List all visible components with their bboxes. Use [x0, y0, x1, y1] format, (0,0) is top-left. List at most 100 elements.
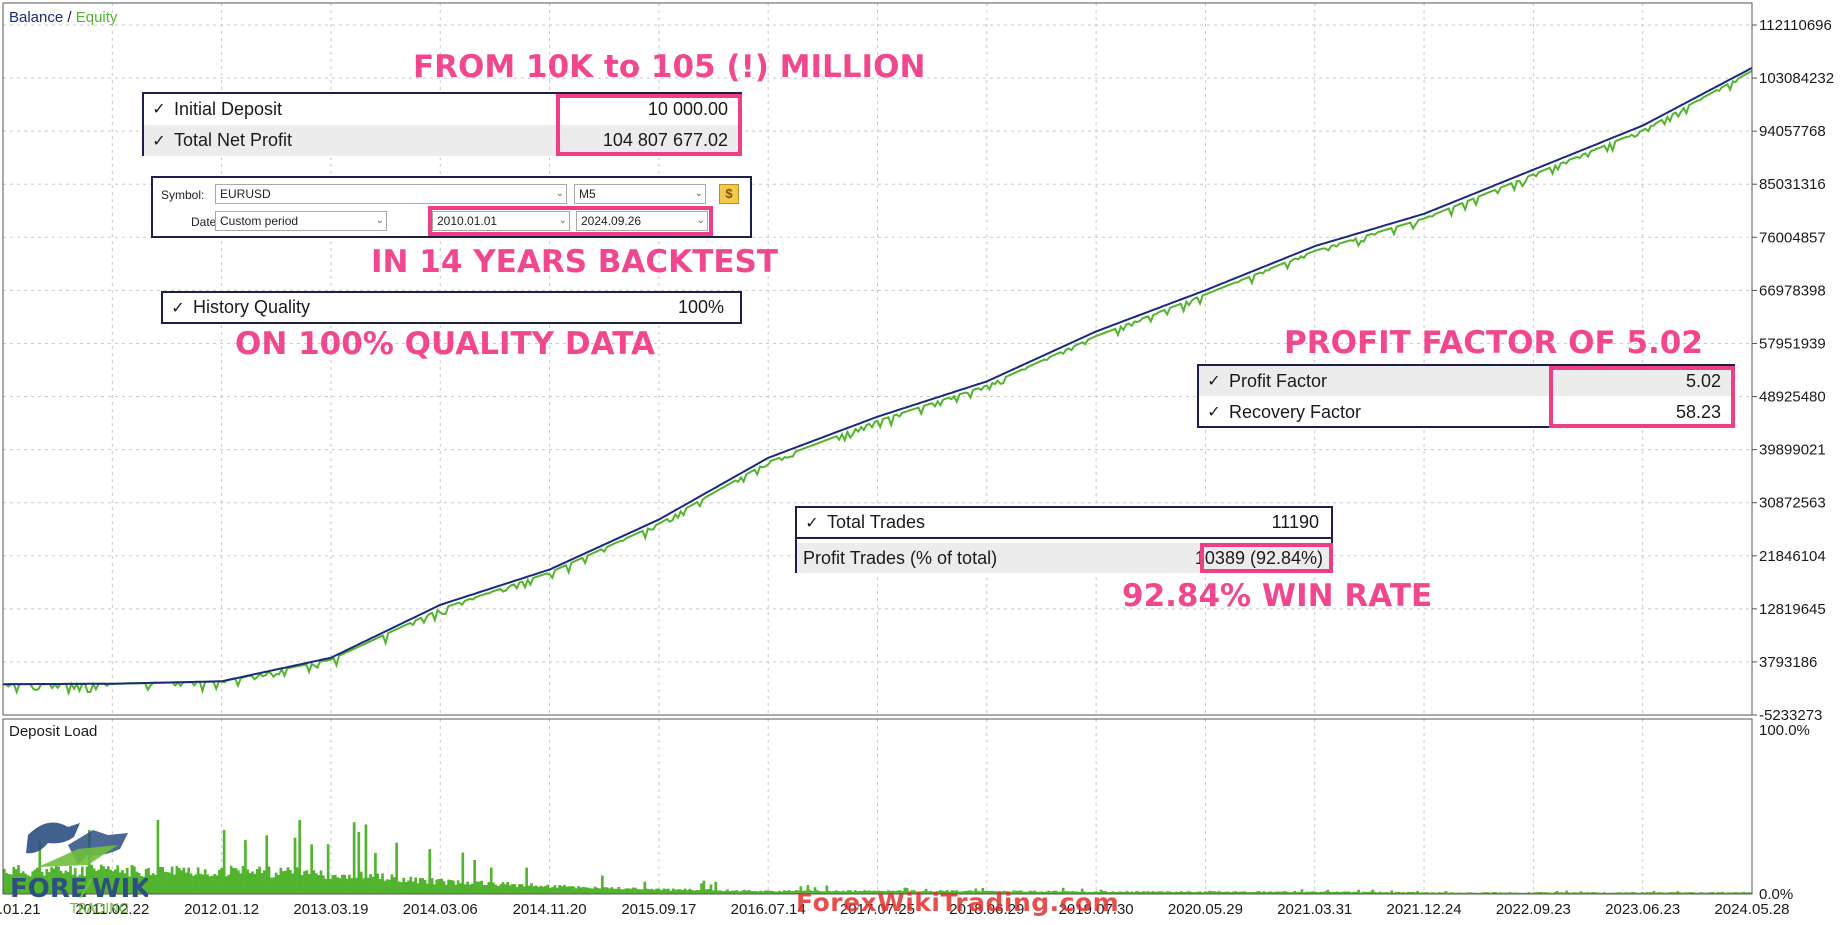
legend-balance: Balance — [9, 9, 64, 26]
deposit-load-bar — [416, 883, 420, 894]
deposit-load-bar — [151, 873, 155, 894]
deposit-load-bar — [267, 866, 271, 894]
deposit-load-bar — [1385, 892, 1389, 894]
deposit-load-bar — [307, 874, 311, 894]
deposit-load-bar — [785, 891, 788, 894]
deposit-load-bar — [1255, 891, 1259, 894]
deposit-load-bar — [688, 888, 692, 894]
deposit-load-bar — [1177, 892, 1181, 894]
deposit-load-bar — [1669, 892, 1672, 894]
net-profit-value: 104 807 677.02 — [602, 130, 728, 150]
deposit-load-bar — [291, 873, 294, 894]
deposit-load-bar — [147, 867, 150, 894]
deposit-load-bar — [1432, 892, 1436, 894]
deposit-load-bar — [201, 874, 205, 894]
settings-panel: Symbol: EURUSD ⌄ M5 ⌄ $ Date: Custom per… — [151, 176, 752, 238]
profit-factor-value: 5.02 — [1685, 370, 1721, 391]
deposit-load-bar — [409, 876, 413, 894]
deposit-load-bar — [702, 880, 706, 894]
deposit-load-bar — [114, 869, 117, 894]
deposit-load-bar — [1416, 890, 1420, 894]
history-quality-value: 100% — [677, 297, 724, 317]
deposit-load-bar — [1468, 892, 1472, 894]
deposit-load-bar — [279, 867, 283, 894]
deposit-load-bar — [1600, 892, 1604, 894]
deposit-load-bar — [435, 879, 439, 894]
deposit-load-bar — [170, 866, 174, 894]
deposit-load-bar — [1690, 892, 1694, 894]
deposit-load-bar — [1406, 891, 1410, 894]
date-label: Date: — [191, 215, 220, 229]
deposit-load-bar — [258, 866, 261, 894]
deposit-load-bar — [300, 875, 304, 894]
deposit-load-bar — [253, 873, 257, 894]
from-date-field[interactable]: 2010.01.01 ⌄ — [432, 211, 570, 231]
deposit-load-bar — [612, 888, 616, 894]
deposit-load-bar — [1350, 892, 1353, 894]
deposit-load-bar — [260, 873, 264, 894]
deposit-load-bar — [570, 886, 573, 894]
deposit-load-bar — [671, 888, 675, 894]
deposit-load-bar — [839, 891, 843, 894]
deposit-load-bar — [1132, 892, 1136, 894]
deposit-load-bar — [36, 867, 39, 894]
deposit-load-bar — [1319, 891, 1323, 894]
deposit-load-bar — [733, 890, 736, 894]
deposit-load-bar — [617, 887, 621, 894]
deposit-load-bar — [1605, 892, 1609, 894]
deposit-load-bar — [21, 871, 25, 894]
equity-line — [3, 70, 1753, 697]
y-tick-label: 12819645 — [1759, 601, 1826, 618]
deposit-load-bar — [624, 888, 628, 894]
deposit-load-bar — [1016, 890, 1020, 894]
deposit-load-bar — [1354, 891, 1358, 894]
deposit-load-bar — [19, 873, 23, 894]
timeframe-select[interactable]: M5 ⌄ — [574, 184, 706, 204]
forexwiki-logo: FORE WIKI ⁄ TRADING — [10, 822, 148, 915]
deposit-load-bar — [47, 872, 51, 894]
y-tick-label: 112110696 — [1759, 17, 1832, 34]
deposit-load-title: Deposit Load — [9, 723, 98, 740]
deposit-load-bar — [1059, 891, 1063, 894]
deposit-load-bar — [775, 891, 779, 894]
deposit-load-bar — [1480, 892, 1483, 894]
deposit-load-bar — [1506, 892, 1509, 894]
deposit-load-bar — [1331, 892, 1334, 894]
deposit-load-bar — [1090, 892, 1093, 894]
deposit-load-bar — [1558, 892, 1561, 894]
deposit-load-bar — [1250, 892, 1254, 894]
dollar-icon[interactable]: $ — [719, 184, 739, 204]
deposit-load-bar — [1045, 891, 1048, 894]
load-y-tick-label: 100.0% — [1759, 722, 1810, 739]
deposit-load-bar — [1518, 892, 1521, 894]
deposit-load-bar — [976, 891, 980, 894]
deposit-load-bar — [1300, 889, 1304, 894]
deposit-load-bar — [920, 891, 923, 894]
deposit-load-bar — [1347, 891, 1351, 894]
deposit-load-bar — [90, 864, 94, 894]
deposit-load-bar — [1267, 891, 1271, 894]
x-tick-label: 2015.09.17 — [621, 901, 696, 918]
deposit-load-bar — [589, 888, 592, 894]
deposit-load-bar — [1430, 892, 1434, 894]
deposit-load-bar — [579, 887, 583, 894]
deposit-load-bar — [1529, 892, 1533, 894]
period-select[interactable]: Custom period ⌄ — [215, 211, 387, 231]
deposit-load-bar — [1510, 892, 1514, 894]
deposit-load-bar — [957, 891, 961, 894]
deposit-load-bar — [1735, 892, 1739, 894]
deposit-load-bar — [787, 890, 791, 894]
symbol-select[interactable]: EURUSD ⌄ — [215, 184, 567, 204]
deposit-load-bar — [844, 891, 848, 894]
deposit-load-bar — [1515, 892, 1519, 894]
deposit-load-bar — [946, 890, 949, 894]
to-date-field[interactable]: 2024.09.26 ⌄ — [576, 211, 708, 231]
deposit-load-bar — [853, 890, 857, 894]
deposit-load-bar — [1286, 891, 1290, 894]
deposit-load-bar — [485, 885, 488, 894]
x-tick-label: 2019.07.30 — [1059, 901, 1134, 918]
deposit-load-bar — [286, 867, 290, 894]
deposit-load-bar — [1383, 892, 1386, 894]
y-tick-label: 85031316 — [1759, 176, 1826, 193]
x-tick-label: 2023.06.23 — [1605, 901, 1680, 918]
